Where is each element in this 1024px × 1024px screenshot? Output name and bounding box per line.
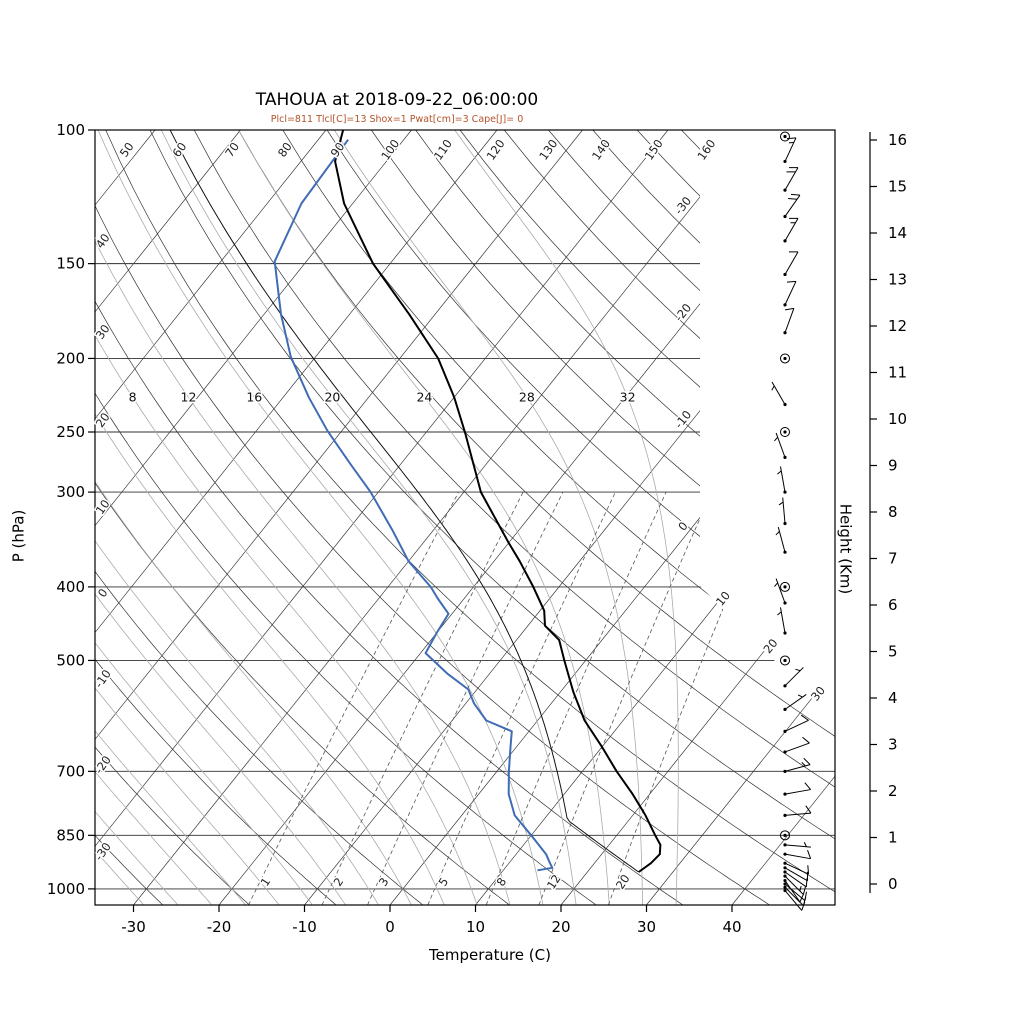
chart-subtitle: Plcl=811 Tlcl[C]=13 Shox=1 Pwat[cm]=3 Ca… [270, 114, 524, 125]
svg-text:80: 80 [275, 140, 295, 160]
svg-text:2: 2 [888, 782, 898, 800]
height-axis-label: Height (Km) [836, 503, 855, 595]
svg-text:24: 24 [416, 389, 432, 404]
svg-text:8: 8 [129, 389, 137, 404]
svg-text:-30: -30 [672, 194, 695, 217]
svg-text:3: 3 [888, 736, 898, 754]
temperature-axis-label: Temperature (C) [429, 946, 551, 964]
svg-text:6: 6 [888, 596, 898, 614]
svg-text:5: 5 [436, 875, 452, 889]
moist-adiabat-lines [95, 130, 679, 905]
svg-text:850: 850 [56, 826, 85, 844]
svg-text:130: 130 [536, 137, 560, 163]
svg-text:1: 1 [888, 829, 898, 847]
svg-text:28: 28 [519, 389, 535, 404]
svg-text:5: 5 [888, 643, 898, 661]
svg-text:8: 8 [494, 875, 510, 889]
svg-text:-10: -10 [292, 918, 317, 936]
svg-text:16: 16 [888, 131, 907, 149]
svg-text:9: 9 [888, 457, 898, 475]
svg-text:-30: -30 [121, 918, 146, 936]
svg-text:10: 10 [93, 497, 113, 517]
svg-text:0: 0 [95, 586, 111, 600]
svg-text:10: 10 [713, 588, 733, 608]
svg-text:500: 500 [56, 651, 85, 669]
svg-text:100: 100 [378, 137, 402, 163]
svg-text:15: 15 [888, 178, 907, 196]
svg-text:60: 60 [169, 140, 189, 160]
svg-text:40: 40 [93, 231, 113, 251]
svg-text:300: 300 [56, 483, 85, 501]
svg-text:32: 32 [620, 389, 636, 404]
parcel-curve [163, 130, 639, 873]
svg-text:16: 16 [246, 389, 262, 404]
svg-text:10: 10 [466, 918, 485, 936]
pressure-gridlines [95, 130, 835, 890]
svg-text:30: 30 [637, 918, 656, 936]
chart-title: TAHOUA at 2018-09-22_06:00:00 [255, 90, 539, 110]
svg-text:0: 0 [385, 918, 395, 936]
svg-text:0: 0 [888, 875, 898, 893]
svg-text:20: 20 [324, 389, 340, 404]
svg-text:20: 20 [93, 410, 113, 430]
pressure-axis-label: P (hPa) [9, 509, 28, 563]
svg-text:-20: -20 [207, 918, 232, 936]
svg-text:7: 7 [888, 550, 898, 568]
dewpoint-curve [273, 139, 554, 872]
dry-adiabat-lines [95, 130, 835, 905]
svg-text:140: 140 [589, 137, 613, 163]
svg-text:30: 30 [93, 322, 113, 342]
svg-text:8: 8 [888, 503, 898, 521]
svg-text:40: 40 [722, 918, 741, 936]
svg-text:12: 12 [888, 317, 907, 335]
svg-text:10: 10 [888, 410, 907, 428]
svg-text:1000: 1000 [47, 880, 85, 898]
temperature-curve [334, 130, 662, 873]
svg-text:11: 11 [888, 364, 907, 382]
svg-text:20: 20 [551, 918, 570, 936]
svg-text:120: 120 [484, 137, 508, 163]
svg-text:-20: -20 [672, 301, 695, 324]
svg-text:700: 700 [56, 762, 85, 780]
svg-text:4: 4 [888, 689, 898, 707]
svg-text:160: 160 [694, 137, 718, 163]
svg-text:250: 250 [56, 423, 85, 441]
wind-barbs [771, 131, 812, 911]
svg-text:14: 14 [888, 224, 907, 242]
svg-text:1: 1 [258, 875, 274, 889]
grid-layer [95, 130, 835, 905]
svg-text:3: 3 [376, 875, 392, 889]
svg-text:13: 13 [888, 271, 907, 289]
svg-text:100: 100 [56, 121, 85, 139]
svg-text:20: 20 [760, 636, 780, 656]
svg-text:0: 0 [675, 519, 690, 534]
svg-text:12: 12 [181, 389, 197, 404]
svg-text:200: 200 [56, 349, 85, 367]
svg-text:400: 400 [56, 578, 85, 596]
svg-text:150: 150 [56, 255, 85, 273]
svg-text:110: 110 [431, 137, 455, 163]
mixing-ratio-lines [248, 491, 772, 905]
svg-text:30: 30 [808, 683, 828, 703]
svg-text:70: 70 [222, 140, 242, 160]
svg-text:-10: -10 [672, 408, 695, 431]
